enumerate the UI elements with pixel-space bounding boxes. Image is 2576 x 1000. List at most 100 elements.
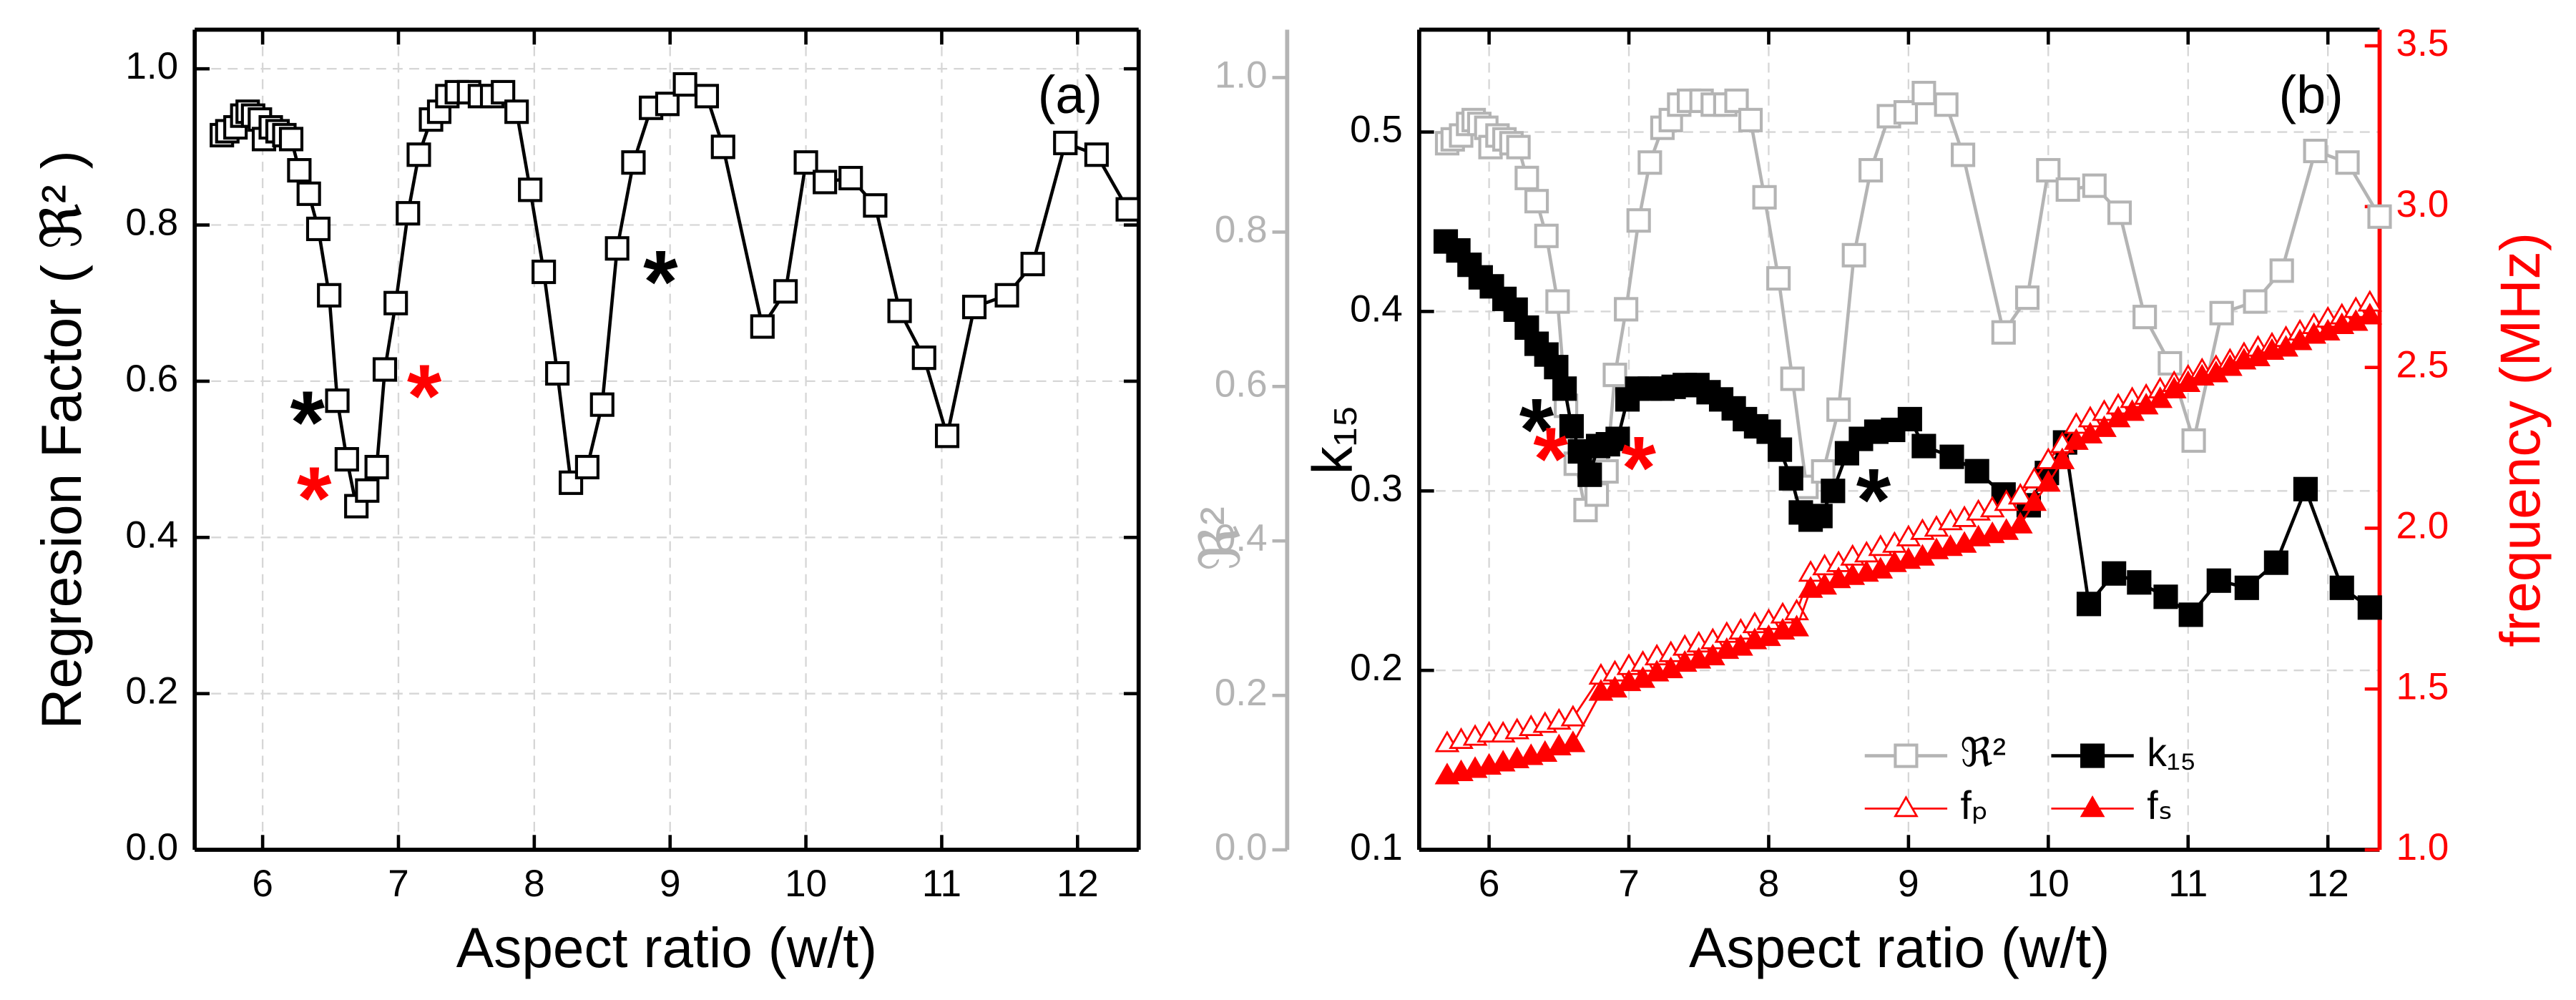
legend-entry: fₚ (1864, 783, 1989, 828)
marker (2076, 592, 2102, 617)
series (1434, 81, 2392, 523)
marker (364, 454, 389, 480)
x-axis-label: Aspect ratio (w/t) (456, 916, 877, 979)
y-axis-label: k₁₅ (1301, 405, 1363, 474)
marker (325, 388, 350, 413)
marker (2357, 303, 2383, 325)
x-tick-label: 11 (2168, 863, 2208, 905)
marker (934, 423, 960, 448)
marker (1626, 208, 1651, 233)
marker (406, 142, 431, 167)
x-tick-label: 10 (785, 863, 827, 905)
marker (278, 127, 304, 152)
marker (383, 290, 408, 315)
marker (1020, 252, 1045, 277)
marker (1506, 134, 1531, 160)
marker (2335, 150, 2360, 175)
marker (863, 193, 888, 218)
marker (1560, 705, 1586, 727)
marker (2049, 447, 2075, 469)
y-tick-label: 0.3 (1350, 467, 1403, 509)
marker (621, 150, 646, 175)
marker (2082, 173, 2107, 198)
marker (1752, 185, 1777, 210)
marker (1545, 289, 1570, 314)
marker (2107, 200, 2132, 225)
marker (305, 216, 331, 242)
marker (2181, 428, 2206, 453)
legend-text: fₚ (1961, 783, 1989, 828)
marker (574, 454, 599, 480)
marker (2206, 568, 2231, 593)
y2-tick-label: 3.0 (2396, 183, 2449, 225)
panel-label: (a) (1038, 65, 1102, 124)
marker (1544, 355, 1569, 380)
x-tick-label: 9 (1898, 863, 1919, 905)
marker (287, 158, 312, 183)
marker (773, 279, 798, 304)
x-tick-label: 11 (922, 863, 961, 905)
marker (334, 447, 359, 472)
annotation: * (1856, 451, 1891, 550)
marker (1602, 363, 1627, 388)
marker (911, 345, 936, 371)
marker (604, 236, 630, 261)
marker (2367, 204, 2392, 229)
marker (2102, 561, 2127, 586)
marker (1084, 142, 1109, 167)
legend-entry: ℜ² (1864, 730, 2006, 775)
marker (961, 295, 987, 320)
marker (2036, 157, 2061, 183)
y-tick-label: 0.6 (125, 358, 178, 400)
legend-text: k₁₅ (2147, 730, 2196, 775)
marker (750, 314, 775, 339)
y3-tick-label: 1.0 (1215, 54, 1268, 96)
marker (1560, 730, 1586, 753)
marker (1858, 157, 1884, 183)
marker (1911, 81, 1936, 106)
series (1434, 303, 2383, 785)
marker (1991, 320, 2016, 345)
annotation: * (290, 373, 325, 472)
marker (1524, 189, 1549, 214)
marker (317, 283, 342, 308)
x-tick-label: 8 (524, 863, 545, 905)
y-tick-label: 0.2 (125, 670, 178, 712)
marker (1577, 462, 1602, 487)
y2-axis-label: frequency (MHz) (2489, 232, 2552, 647)
marker (1911, 433, 1936, 459)
marker (1808, 504, 1833, 529)
annotation: * (1533, 409, 1568, 509)
marker (793, 150, 818, 175)
marker (2243, 289, 2268, 314)
x-tick-label: 6 (252, 863, 273, 905)
marker (1738, 107, 1763, 132)
y3-tick-label: 0.6 (1215, 363, 1268, 405)
y-tick-label: 0.5 (1350, 109, 1403, 151)
marker (710, 134, 735, 160)
x-tick-label: 8 (1758, 863, 1780, 905)
marker (2303, 138, 2328, 164)
marker (2080, 795, 2105, 818)
marker (1841, 242, 1866, 268)
marker (372, 357, 398, 382)
marker (2014, 285, 2040, 310)
y-tick-label: 0.0 (125, 826, 178, 868)
x-tick-label: 12 (1057, 863, 1099, 905)
marker (355, 478, 380, 503)
marker (2007, 483, 2033, 505)
y-tick-label: 0.2 (1350, 647, 1403, 689)
panel-label: (b) (2279, 65, 2344, 124)
x-tick-label: 10 (2027, 863, 2070, 905)
marker (2055, 177, 2080, 202)
marker (994, 283, 1019, 308)
marker (1053, 130, 1078, 155)
marker (838, 165, 863, 191)
marker (1780, 366, 1805, 391)
marker (2357, 595, 2382, 620)
marker (1552, 376, 1577, 401)
marker (2022, 489, 2047, 511)
marker (2080, 743, 2105, 768)
y-tick-label: 0.4 (125, 514, 178, 556)
marker (1894, 743, 1919, 768)
